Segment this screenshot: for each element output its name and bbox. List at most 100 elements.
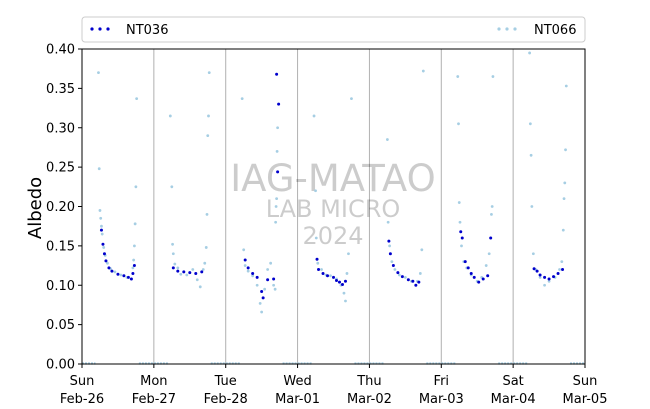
data-point-nt036 — [391, 264, 395, 268]
data-point-nt036 — [132, 264, 136, 268]
data-point-nt066 — [385, 138, 389, 141]
data-point-nt066 — [538, 275, 542, 279]
data-point-nt066 — [100, 232, 104, 236]
data-point-nt036 — [131, 271, 135, 275]
data-point-nt036 — [116, 272, 120, 276]
legend: NT036 NT066 — [81, 16, 586, 43]
x-tick-label-weekday: Sat — [502, 374, 523, 389]
data-point-nt036 — [321, 271, 325, 275]
data-point-nt036 — [469, 271, 473, 275]
data-point-nt066 — [457, 201, 461, 204]
data-point-nt036 — [276, 170, 280, 174]
data-point-nt036 — [334, 279, 338, 283]
data-point-nt066 — [201, 268, 205, 271]
data-point-nt036 — [107, 266, 111, 270]
data-point-nt036 — [481, 277, 485, 281]
data-point-nt066 — [171, 252, 175, 256]
data-point-nt066 — [491, 75, 495, 78]
data-point-nt066 — [562, 197, 566, 201]
data-point-nt066 — [272, 283, 276, 287]
y-axis-label: Albedo — [25, 177, 46, 239]
x-tick-label-weekday: Sun — [70, 374, 95, 389]
data-point-nt066 — [198, 285, 202, 289]
data-point-nt066 — [274, 205, 278, 208]
y-tick-label: 0.25 — [46, 161, 75, 176]
legend-marker-nt066 — [497, 27, 501, 31]
data-point-nt066 — [276, 126, 280, 130]
data-point-nt066 — [206, 134, 210, 138]
data-point-nt066 — [393, 268, 397, 271]
data-point-nt066 — [558, 268, 561, 271]
data-point-nt066 — [345, 272, 349, 275]
y-tick-label: 0.05 — [46, 318, 75, 333]
data-point-nt066 — [170, 185, 174, 189]
data-point-nt066 — [418, 272, 422, 275]
data-point-nt036 — [340, 282, 344, 286]
data-point-nt036 — [251, 271, 255, 275]
data-point-nt066 — [484, 264, 488, 267]
data-point-nt036 — [411, 279, 415, 283]
data-point-nt066 — [113, 270, 117, 274]
data-point-nt066 — [133, 222, 137, 226]
data-point-nt036 — [460, 236, 464, 240]
data-point-nt036 — [277, 102, 281, 106]
data-point-nt066 — [97, 71, 100, 75]
data-point-nt036 — [110, 269, 114, 273]
watermark-line-3: 2024 — [302, 222, 363, 250]
data-point-nt066 — [342, 291, 346, 295]
day-gridlines — [153, 49, 514, 364]
y-tick-label: 0.15 — [46, 239, 75, 254]
data-point-nt066 — [312, 114, 316, 118]
data-point-nt036 — [275, 72, 279, 76]
data-point-nt066 — [242, 248, 246, 252]
data-point-nt066 — [547, 279, 551, 283]
data-point-nt066 — [269, 261, 273, 265]
data-point-nt036 — [272, 277, 276, 281]
data-point-nt036 — [255, 275, 259, 279]
data-point-nt066 — [564, 84, 568, 88]
data-point-nt066 — [543, 283, 546, 287]
data-point-nt066 — [207, 71, 211, 75]
data-point-nt066 — [135, 97, 139, 101]
data-point-nt036 — [547, 277, 551, 281]
data-point-nt036 — [99, 228, 103, 232]
data-point-nt036 — [561, 268, 565, 271]
data-point-nt036 — [243, 258, 247, 262]
x-tick-label-date: Feb-27 — [132, 392, 176, 407]
data-point-nt036 — [556, 271, 560, 275]
x-tick-label-weekday: Thu — [356, 374, 381, 389]
data-point-nt036 — [200, 270, 204, 274]
data-point-nt036 — [326, 274, 330, 278]
data-point-nt066 — [329, 274, 332, 278]
data-point-nt036 — [266, 278, 270, 282]
watermark: IAG-MATAO LAB MICRO 2024 — [230, 157, 435, 250]
watermark-line-2: LAB MICRO — [266, 195, 401, 223]
data-point-nt036 — [315, 257, 319, 261]
legend-label-nt066: NT066 — [534, 23, 576, 38]
data-point-nt066 — [390, 260, 394, 264]
data-point-nt066 — [171, 242, 174, 246]
data-point-nt066 — [185, 273, 189, 277]
x-tick-label-date: Mar-01 — [275, 392, 320, 407]
data-point-nt036 — [126, 275, 130, 279]
data-point-nt036 — [101, 242, 105, 246]
data-point-nt036 — [176, 269, 180, 273]
data-point-nt036 — [535, 269, 539, 273]
data-point-nt066 — [173, 262, 177, 266]
data-point-nt036 — [532, 267, 536, 271]
y-tick-label: 0.10 — [46, 279, 75, 294]
x-axis: Sun Feb-26 Mon Feb-27 Tue Feb-28 Wed Mar-01 Thu M… — [60, 364, 607, 407]
x-tick-label-date: Feb-28 — [204, 392, 248, 407]
data-point-nt036 — [343, 279, 347, 283]
data-point-nt066 — [205, 212, 209, 216]
data-point-nt036 — [400, 275, 404, 279]
data-point-nt066 — [263, 287, 267, 291]
data-point-nt066 — [168, 114, 172, 118]
data-point-nt036 — [104, 259, 108, 263]
data-point-nt066 — [258, 301, 262, 305]
data-point-nt066 — [207, 114, 210, 118]
data-point-nt066 — [191, 268, 195, 271]
data-point-nt036 — [188, 271, 192, 275]
data-point-nt036 — [486, 274, 490, 278]
